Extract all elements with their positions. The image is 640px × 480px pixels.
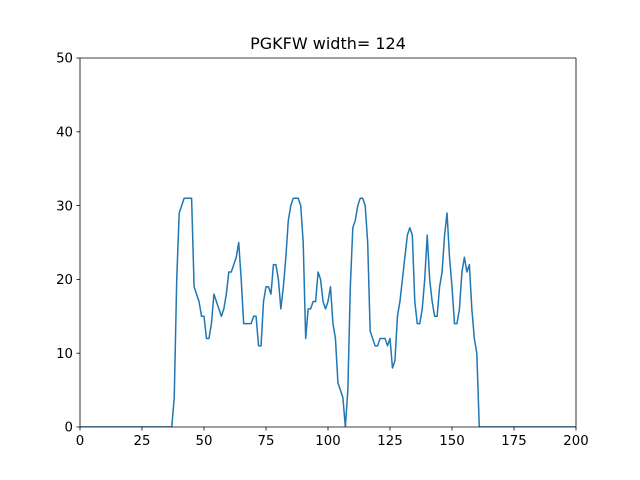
x-tick-label-125: 125: [377, 434, 402, 449]
plot-area: [80, 197, 576, 427]
axes: 0 25 50 75 100 125 150 175 200 0 10 20 30 40 50: [56, 52, 589, 449]
x-tick-label-0: 0: [76, 434, 84, 449]
x-tick-label-100: 100: [315, 434, 340, 449]
x-tick-label-25: 25: [134, 434, 151, 449]
x-tick-label-50: 50: [196, 434, 213, 449]
x-tick-label-175: 175: [501, 434, 526, 449]
y-tick-label-10: 10: [56, 347, 73, 362]
y-tick-label-40: 40: [56, 126, 73, 141]
y-tick-label-30: 30: [56, 199, 73, 214]
series-line-0: [80, 197, 576, 427]
x-tick-label-200: 200: [563, 434, 588, 449]
y-tick-label-50: 50: [56, 52, 73, 67]
y-tick-label-20: 20: [56, 273, 73, 288]
y-tick-label-0: 0: [65, 421, 73, 436]
x-tick-label-150: 150: [439, 434, 464, 449]
chart-title: PGKFW width= 124: [250, 34, 406, 53]
x-tick-label-75: 75: [258, 434, 275, 449]
